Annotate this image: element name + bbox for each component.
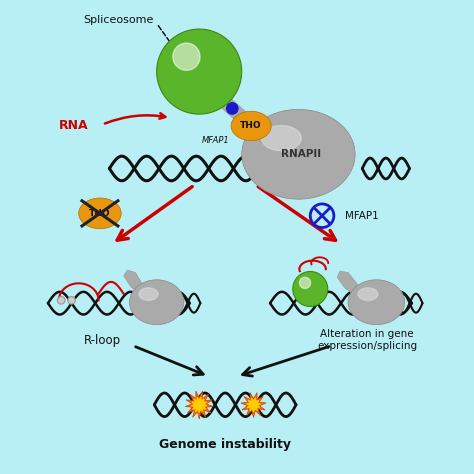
Circle shape bbox=[300, 277, 310, 289]
Polygon shape bbox=[185, 391, 213, 419]
Circle shape bbox=[293, 272, 328, 307]
Ellipse shape bbox=[262, 126, 301, 151]
Circle shape bbox=[68, 297, 75, 304]
Ellipse shape bbox=[231, 111, 271, 141]
Text: MFAP1: MFAP1 bbox=[202, 136, 229, 145]
Ellipse shape bbox=[129, 280, 184, 325]
Text: Spliceosome: Spliceosome bbox=[83, 15, 154, 25]
Circle shape bbox=[173, 43, 200, 70]
Ellipse shape bbox=[79, 198, 121, 229]
Ellipse shape bbox=[348, 280, 405, 325]
Polygon shape bbox=[191, 397, 207, 412]
Circle shape bbox=[227, 103, 238, 114]
Ellipse shape bbox=[358, 288, 378, 301]
Circle shape bbox=[57, 297, 65, 304]
Text: Alteration in gene
expression/splicing: Alteration in gene expression/splicing bbox=[317, 329, 417, 351]
Text: RNAPII: RNAPII bbox=[281, 149, 321, 159]
Polygon shape bbox=[246, 398, 261, 412]
Polygon shape bbox=[213, 91, 256, 133]
Text: RNA: RNA bbox=[59, 119, 89, 132]
Ellipse shape bbox=[139, 288, 158, 301]
Polygon shape bbox=[124, 270, 143, 296]
Text: THO: THO bbox=[240, 121, 262, 130]
Text: Genome instability: Genome instability bbox=[159, 438, 291, 451]
Ellipse shape bbox=[242, 109, 355, 199]
Text: THO: THO bbox=[89, 209, 111, 218]
Circle shape bbox=[156, 29, 242, 114]
Polygon shape bbox=[241, 392, 266, 418]
Text: R-loop: R-loop bbox=[84, 334, 121, 346]
Polygon shape bbox=[337, 271, 357, 296]
Text: MFAP1: MFAP1 bbox=[345, 211, 379, 221]
